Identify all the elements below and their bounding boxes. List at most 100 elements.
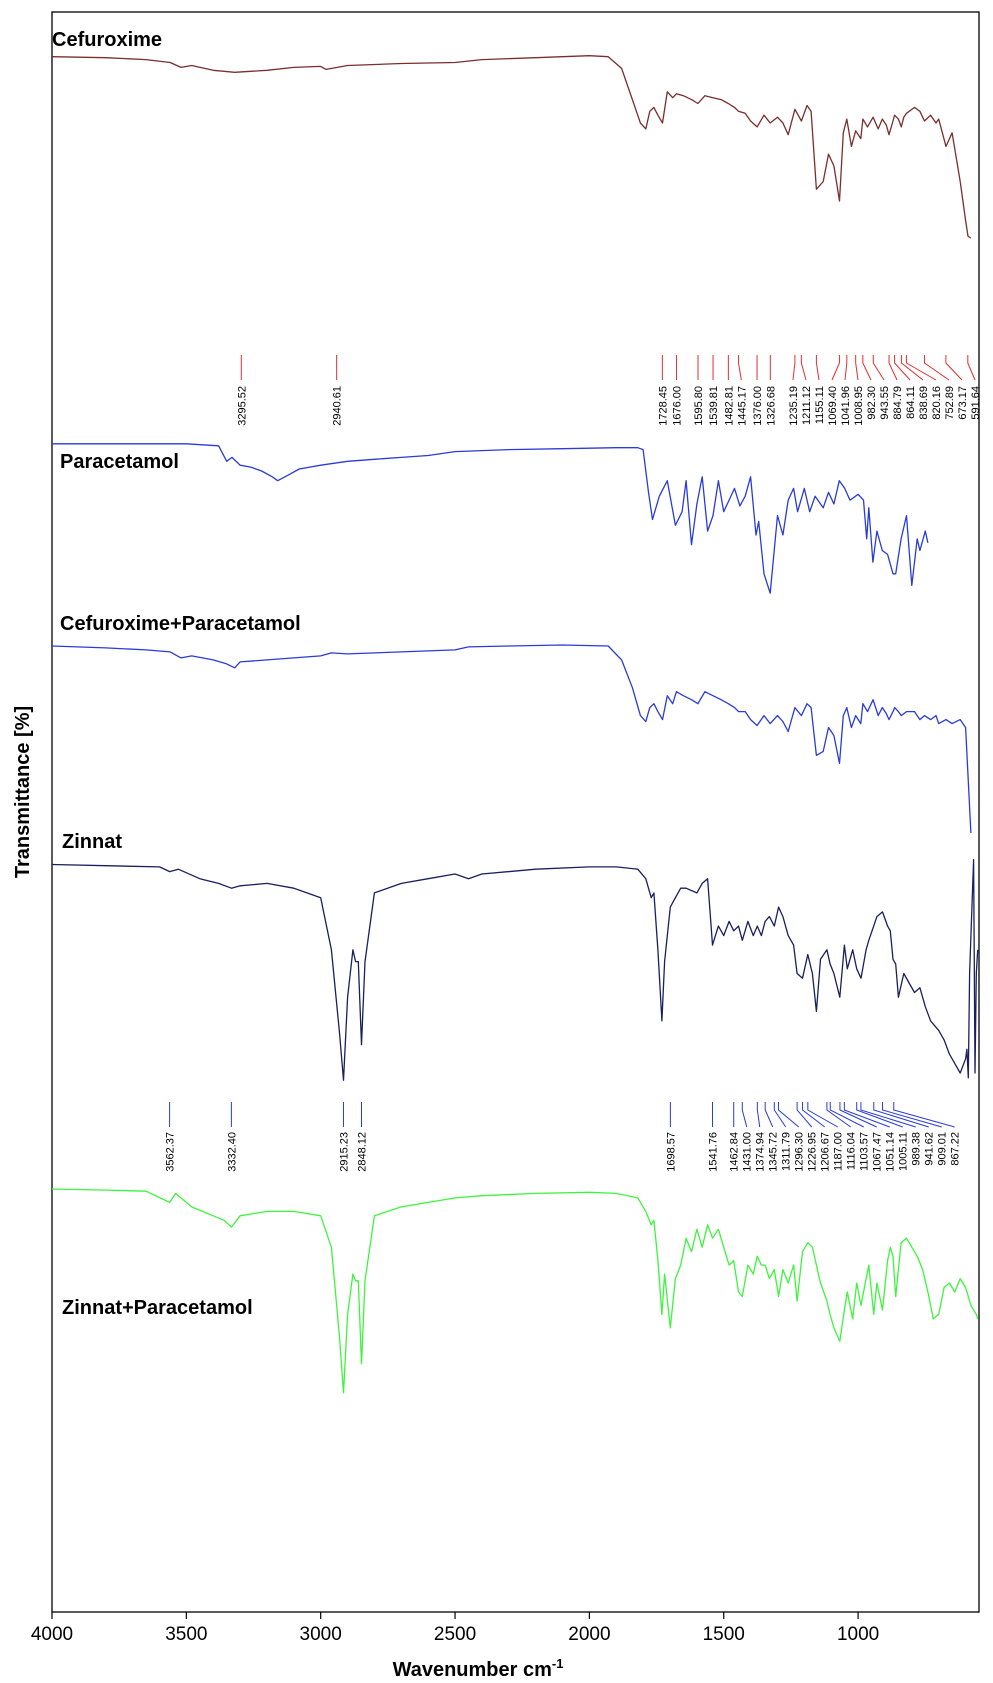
peak-cefuroxime-943-55-marker xyxy=(872,355,885,381)
peak-cefuroxime-943-55-label: 943.55 xyxy=(879,386,891,420)
x-tick-label-3500: 3500 xyxy=(165,1624,207,1645)
peak-zinnat-1374-94-label: 1374.94 xyxy=(755,1132,767,1172)
peak-cefuroxime-3295-52-label: 3295.52 xyxy=(236,386,248,426)
peak-zinnat-1431-00-marker xyxy=(741,1102,748,1128)
peak-cefuroxime-864-11-marker xyxy=(894,355,911,381)
peak-markers-layer: 3295.52 2940.61 1728.45 1676.00 1595.80 1539.… xyxy=(165,355,982,1172)
peak-zinnat-989-38-marker xyxy=(860,1102,916,1128)
peak-cefuroxime-1155-11-label: 1155.11 xyxy=(814,386,826,424)
series-line-cefuroxime-paracetamol xyxy=(51,644,972,834)
peak-zinnat-1431-00-label: 1431.00 xyxy=(742,1132,754,1172)
peak-cefuroxime-838-69-label: 838.69 xyxy=(918,386,930,420)
peak-cefuroxime-884-79-label: 884.79 xyxy=(892,386,904,420)
series-line-cefuroxime xyxy=(51,55,972,239)
x-tick-label-1000: 1000 xyxy=(837,1624,879,1645)
x-tick-label-2000: 2000 xyxy=(568,1624,610,1645)
peak-zinnat-1206-67-label: 1206.67 xyxy=(820,1132,832,1172)
peak-cefuroxime-591-64-marker xyxy=(967,355,976,381)
peak-zinnat-1345-72-label: 1345.72 xyxy=(768,1132,780,1172)
peak-zinnat-1226-95-label: 1226.95 xyxy=(807,1132,819,1172)
peak-cefuroxime-820-16-label: 820.16 xyxy=(931,386,943,420)
peak-zinnat-1345-72-marker xyxy=(764,1102,774,1128)
peak-cefuroxime-1211-12-label: 1211.12 xyxy=(801,386,813,425)
peak-cefuroxime-1445-17-label: 1445.17 xyxy=(736,386,748,426)
peak-cefuroxime-1539-81-label: 1539.81 xyxy=(708,386,720,426)
peak-zinnat-909-01-label: 909.01 xyxy=(937,1132,949,1166)
peak-zinnat-1116-04-marker xyxy=(826,1102,852,1128)
peak-zinnat-989-38-label: 989.38 xyxy=(911,1132,923,1166)
peak-cefuroxime-1376-00-label: 1376.00 xyxy=(752,386,764,426)
plot-frame xyxy=(51,11,980,1613)
peak-cefuroxime-1235-19-marker xyxy=(792,355,796,381)
x-tick-label-3000: 3000 xyxy=(300,1624,342,1645)
peak-zinnat-867-22-label: 867.22 xyxy=(950,1132,962,1166)
peak-zinnat-1296-30-label: 1296.30 xyxy=(794,1132,806,1172)
x-axis-title: Wavenumber cm-1 xyxy=(393,1656,564,1681)
peak-cefuroxime-838-69-marker xyxy=(900,355,924,381)
peak-zinnat-1698-57-label: 1698.57 xyxy=(665,1132,677,1172)
peak-zinnat-1051-14-marker xyxy=(843,1102,890,1128)
series-line-zinnat-paracetamol xyxy=(51,1188,979,1394)
peak-cefuroxime-1008-95-marker xyxy=(855,355,859,381)
peak-cefuroxime-1041-96-marker xyxy=(844,355,848,381)
peak-cefuroxime-820-16-marker xyxy=(905,355,937,381)
peak-cefuroxime-1155-11-marker xyxy=(815,355,820,381)
series-label-cefuroxime-paracetamol: Cefuroxime+Paracetamol xyxy=(60,613,301,635)
peak-zinnat-3332-40-label: 3332.40 xyxy=(226,1132,238,1172)
peak-zinnat-1462-84-label: 1462.84 xyxy=(729,1132,741,1172)
series-labels-layer: Cefuroxime Paracetamol Cefuroxime+Paraceta… xyxy=(52,29,301,1319)
peak-cefuroxime-1235-19-label: 1235.19 xyxy=(788,386,800,426)
x-axis-ticks: 4000 3500 3000 2500 2000 1500 1000 xyxy=(31,1612,879,1645)
peak-cefuroxime-752-89-marker xyxy=(923,355,950,381)
peak-zinnat-941-62-label: 941.62 xyxy=(924,1132,936,1166)
peak-zinnat-1206-67-marker xyxy=(802,1102,826,1128)
peak-cefuroxime-591-64-label: 591.64 xyxy=(970,386,982,420)
x-tick-label-4000: 4000 xyxy=(31,1624,73,1645)
peak-zinnat-1226-95-marker xyxy=(796,1102,813,1128)
peak-zinnat-1187-00-marker xyxy=(807,1102,838,1128)
peak-cefuroxime-1069-40-marker xyxy=(831,355,840,381)
peak-zinnat-909-01-marker xyxy=(882,1102,942,1128)
peak-zinnat-1005-11-marker xyxy=(856,1102,903,1128)
peak-cefuroxime-2940-61-label: 2940.61 xyxy=(332,386,344,426)
peak-cefuroxime-1069-40-label: 1069.40 xyxy=(827,386,839,426)
peak-zinnat-1374-94-marker xyxy=(756,1102,761,1128)
series-label-zinnat: Zinnat xyxy=(62,831,122,853)
series-layer xyxy=(51,55,979,1394)
series-line-paracetamol xyxy=(52,443,929,594)
peak-cefuroxime-864-11-label: 864.11 xyxy=(905,386,917,419)
peak-cefuroxime-884-79-marker xyxy=(888,355,898,381)
peak-cefuroxime-673-17-marker xyxy=(945,355,963,381)
peak-cefuroxime-982-30-label: 982.30 xyxy=(866,386,878,420)
peak-zinnat-2848-12-label: 2848.12 xyxy=(357,1132,369,1172)
peak-cefuroxime-1041-96-label: 1041.96 xyxy=(840,386,852,426)
peak-zinnat-1067-47-label: 1067.47 xyxy=(872,1132,884,1172)
peak-zinnat-1051-14-label: 1051.14 xyxy=(885,1132,897,1172)
y-axis-title: Transmittance [%] xyxy=(12,706,34,878)
peak-cefuroxime-982-30-marker xyxy=(862,355,872,381)
peak-cefuroxime-673-17-label: 673.17 xyxy=(957,386,969,420)
peak-cefuroxime-1595-80-label: 1595.80 xyxy=(693,386,705,426)
x-tick-label-2500: 2500 xyxy=(434,1624,476,1645)
peak-zinnat-1541-76-label: 1541.76 xyxy=(708,1132,720,1172)
peak-zinnat-1311-79-marker xyxy=(773,1102,787,1128)
peak-zinnat-1103-57-marker xyxy=(829,1102,864,1128)
series-label-zinnat-paracetamol: Zinnat+Paracetamol xyxy=(62,1297,253,1319)
peak-cefuroxime-1326-68-label: 1326.68 xyxy=(765,386,777,426)
series-line-zinnat xyxy=(51,859,979,1081)
peak-cefuroxime-1728-45-label: 1728.45 xyxy=(657,386,669,426)
peak-cefuroxime-752-89-label: 752.89 xyxy=(944,386,956,420)
series-label-cefuroxime: Cefuroxime xyxy=(52,29,162,51)
peak-zinnat-867-22-marker xyxy=(893,1102,955,1128)
peak-zinnat-1311-79-label: 1311.79 xyxy=(781,1132,793,1171)
peak-zinnat-1187-00-label: 1187.00 xyxy=(833,1132,845,1171)
peak-zinnat-1296-30-marker xyxy=(777,1102,800,1128)
x-tick-label-1500: 1500 xyxy=(703,1624,745,1645)
peak-zinnat-1116-04-label: 1116.04 xyxy=(846,1132,858,1170)
peak-zinnat-3562-37-label: 3562.37 xyxy=(165,1132,177,1172)
peak-zinnat-1005-11-label: 1005.11 xyxy=(898,1132,910,1171)
peak-cefuroxime-1482-81-label: 1482.81 xyxy=(723,386,735,426)
peak-cefuroxime-1008-95-label: 1008.95 xyxy=(853,386,865,426)
peak-cefuroxime-1676-00-label: 1676.00 xyxy=(671,386,683,426)
